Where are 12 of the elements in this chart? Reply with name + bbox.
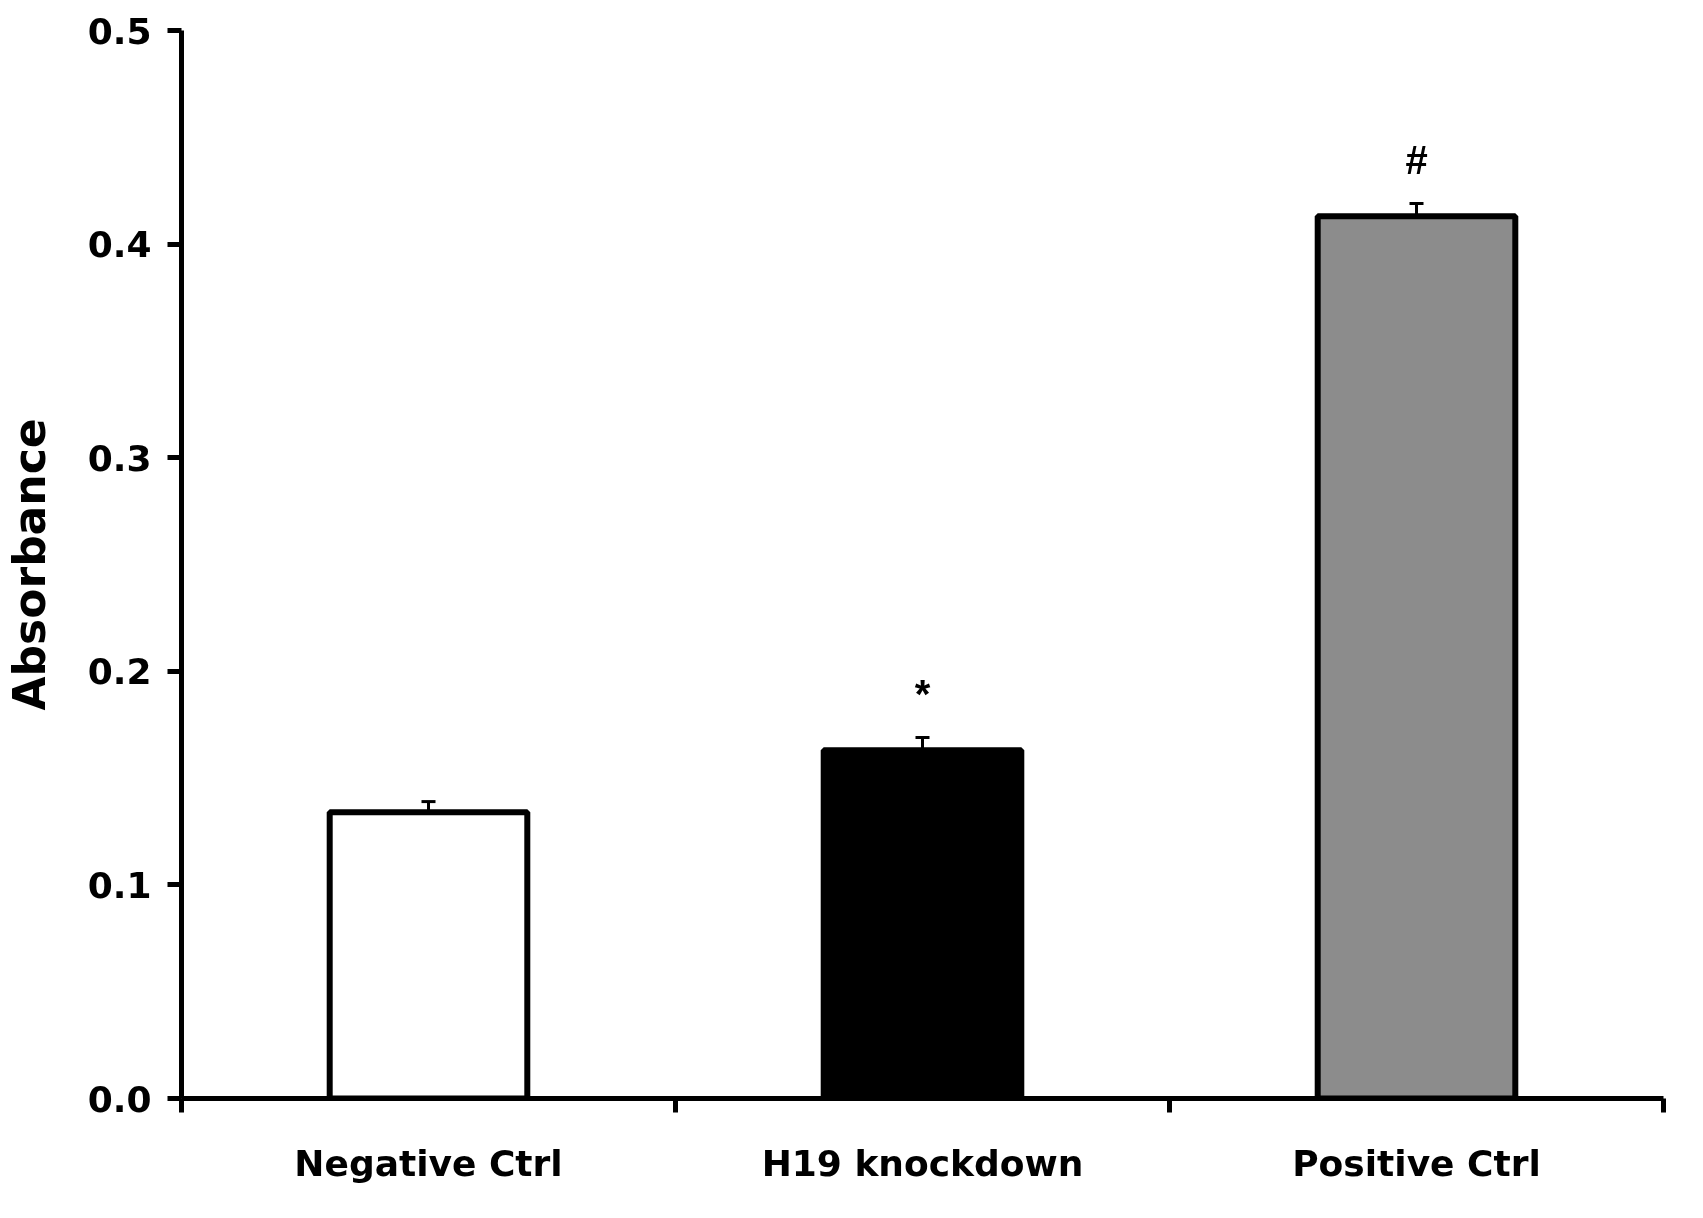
y-tick-label: 0.3 bbox=[87, 437, 152, 479]
x-tick-label: Negative Ctrl bbox=[294, 1142, 563, 1184]
y-tick-label: 0.0 bbox=[87, 1078, 152, 1120]
y-tick-label: 0.1 bbox=[87, 864, 152, 906]
y-tick-label: 0.2 bbox=[87, 651, 152, 693]
x-tick-label: H19 knockdown bbox=[761, 1142, 1084, 1184]
y-tick-label: 0.4 bbox=[87, 224, 152, 266]
y-axis-title: Absorbance bbox=[3, 418, 55, 711]
annotation: * bbox=[914, 671, 931, 716]
x-tick-label: Positive Ctrl bbox=[1292, 1142, 1541, 1184]
y-tick-label: 0.5 bbox=[87, 10, 152, 52]
annotation: # bbox=[1405, 137, 1428, 182]
